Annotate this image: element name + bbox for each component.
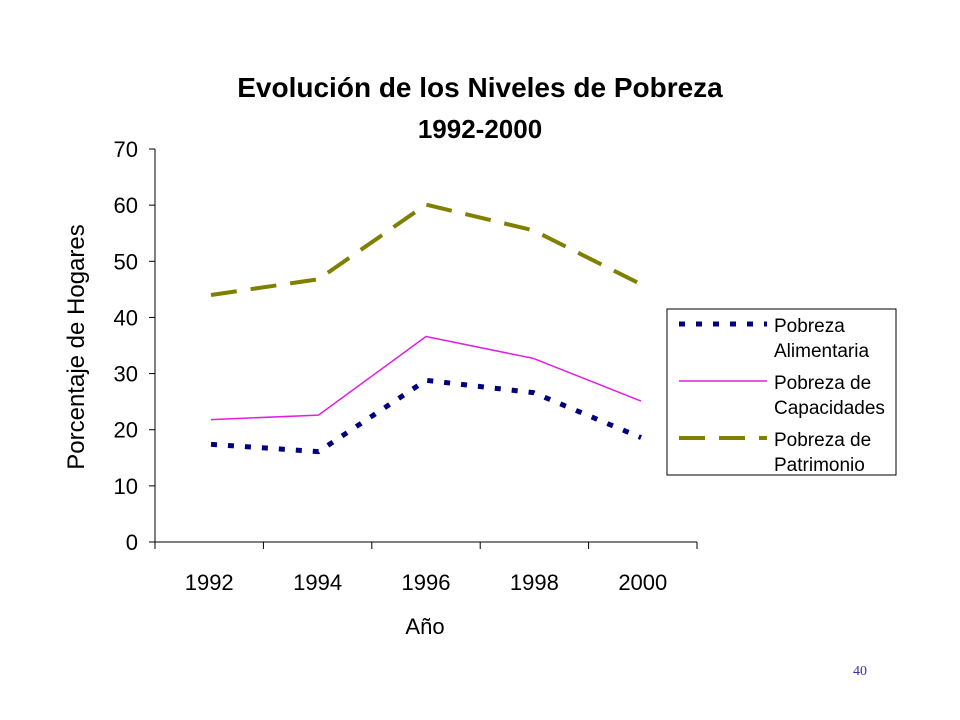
legend: Pobreza Alimentaria Pobreza de Capacidades P…: [666, 308, 897, 476]
chart-axes: [149, 148, 698, 549]
y-tick-label: 50: [114, 249, 138, 274]
y-tick-label: 30: [114, 362, 138, 387]
y-tick-label: 10: [114, 474, 138, 499]
y-tick-label: 40: [114, 305, 138, 330]
tick-labels: 0 10 20 30 40 50 60 70 1992 1994 1996 1998 2000: [114, 137, 668, 595]
x-tick-label: 1996: [402, 570, 451, 595]
x-tick-label: 1994: [293, 570, 342, 595]
x-tick-label: 2000: [618, 570, 667, 595]
legend-box: [666, 308, 897, 476]
legend-label: Pobreza de: [774, 430, 871, 451]
series-line: [210, 335, 642, 421]
series-line: [210, 202, 642, 297]
legend-label: Capacidades: [774, 398, 885, 419]
y-axis-label: Porcentaje de Hogares: [63, 224, 90, 469]
legend-label: Alimentaria: [774, 341, 869, 362]
y-tick-label: 70: [114, 137, 138, 162]
y-tick-label: 60: [114, 193, 138, 218]
x-tick-label: 1992: [185, 570, 234, 595]
series-lines: [210, 202, 642, 455]
page-number: 40: [853, 664, 867, 679]
y-tick-label: 0: [126, 530, 138, 555]
chart-title: Evolución de los Niveles de Pobreza: [237, 72, 723, 103]
legend-label: Pobreza de: [774, 373, 871, 394]
x-axis-label: Año: [405, 614, 444, 639]
legend-label: Pobreza: [774, 316, 845, 337]
x-tick-label: 1998: [510, 570, 559, 595]
legend-label: Patrimonio: [774, 455, 865, 476]
y-tick-label: 20: [114, 418, 138, 443]
chart-subtitle: 1992-2000: [417, 114, 543, 144]
series-line: [210, 377, 642, 455]
